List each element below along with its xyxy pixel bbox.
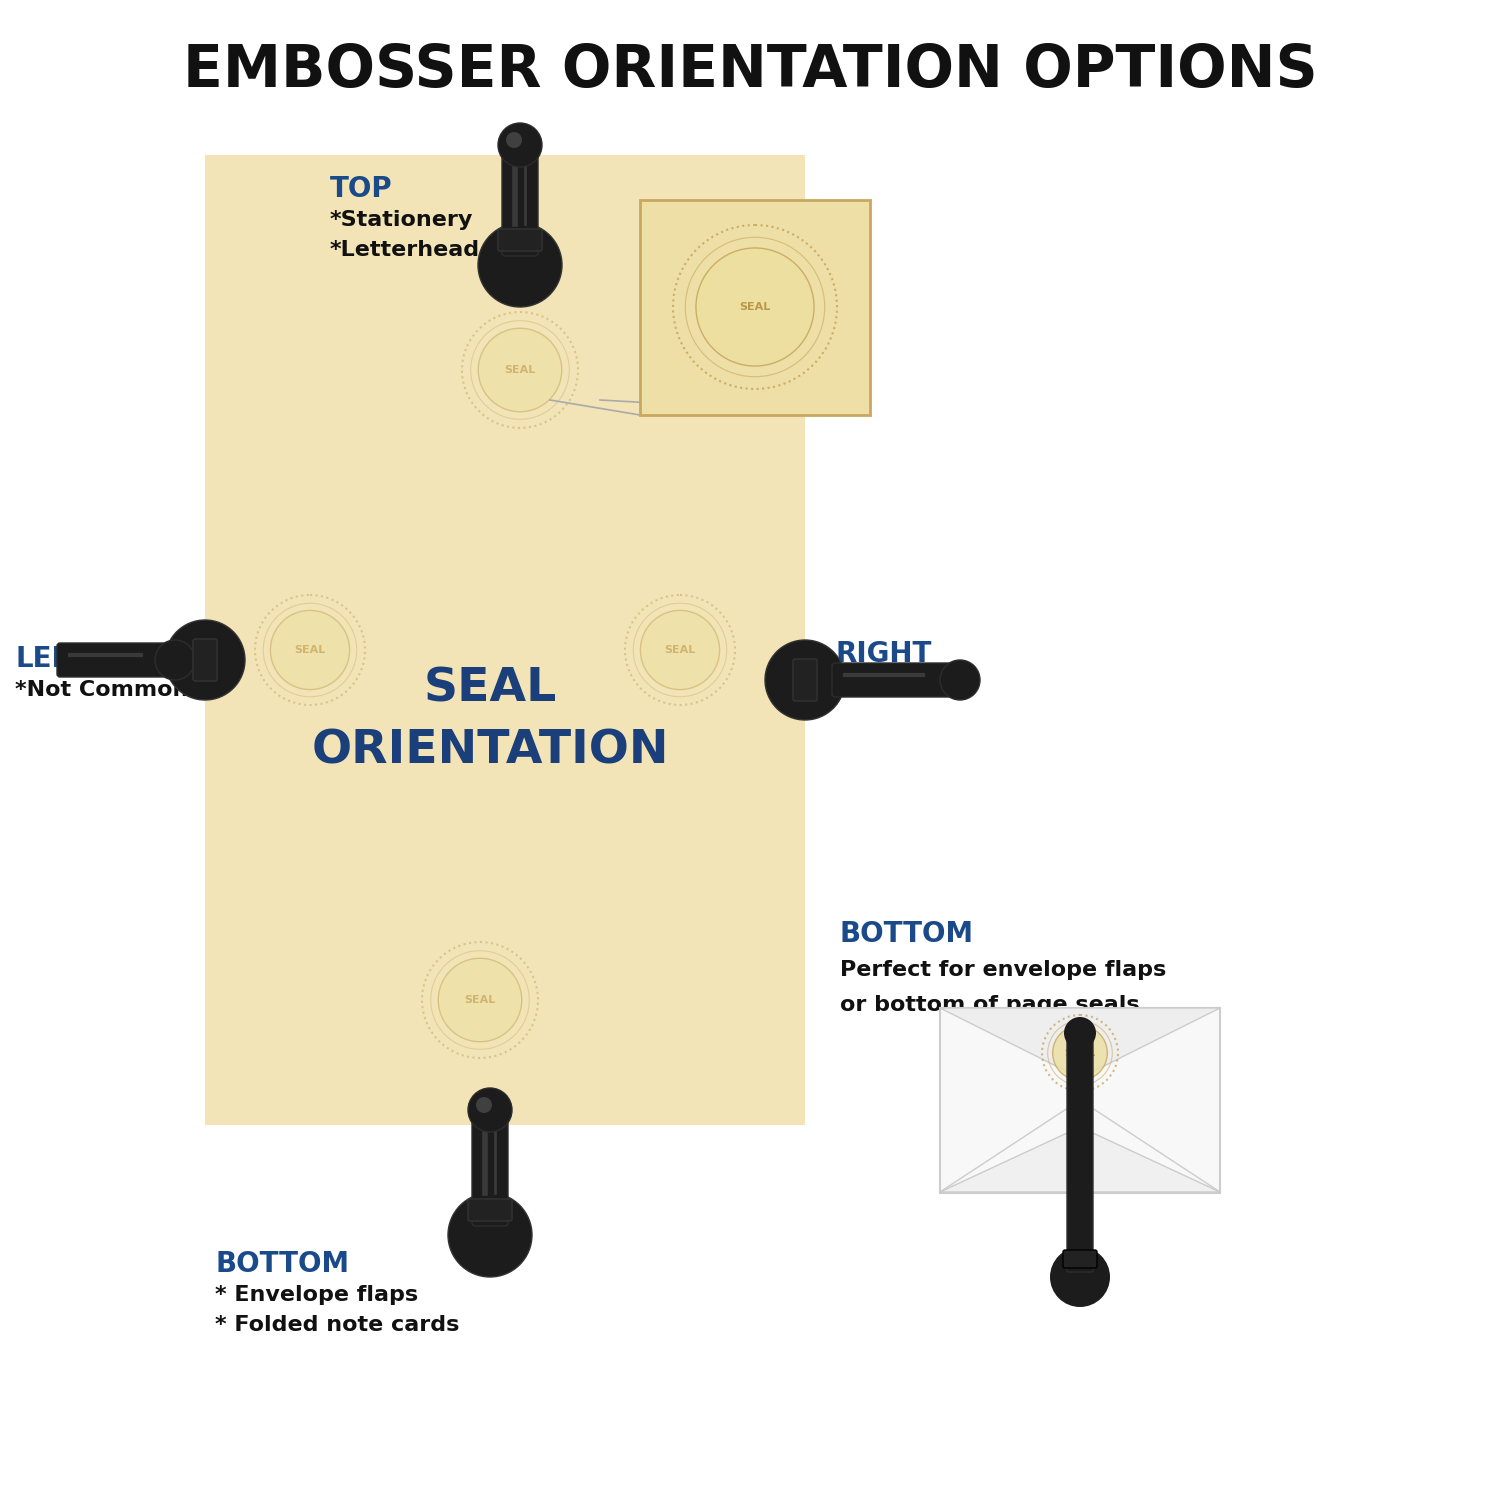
FancyBboxPatch shape bbox=[794, 658, 818, 700]
Text: or bottom of page seals: or bottom of page seals bbox=[840, 994, 1140, 1016]
Text: SEAL
ORIENTATION: SEAL ORIENTATION bbox=[312, 666, 669, 774]
Bar bbox=[640, 200, 870, 416]
Circle shape bbox=[165, 620, 244, 701]
Text: * Book page: * Book page bbox=[836, 675, 972, 694]
Text: *Stationery: *Stationery bbox=[330, 210, 474, 230]
Text: BOTTOM: BOTTOM bbox=[840, 920, 974, 948]
Text: *Not Common: *Not Common bbox=[15, 680, 189, 700]
Text: RIGHT: RIGHT bbox=[836, 640, 932, 668]
Circle shape bbox=[476, 1096, 492, 1113]
Circle shape bbox=[640, 610, 720, 690]
Circle shape bbox=[468, 1088, 512, 1132]
FancyBboxPatch shape bbox=[57, 644, 178, 676]
Circle shape bbox=[1053, 1026, 1107, 1080]
Text: Perfect for envelope flaps: Perfect for envelope flaps bbox=[840, 960, 1167, 980]
Text: * Folded note cards: * Folded note cards bbox=[214, 1316, 459, 1335]
Circle shape bbox=[498, 123, 542, 166]
Circle shape bbox=[765, 640, 844, 720]
Circle shape bbox=[940, 660, 980, 700]
Polygon shape bbox=[940, 1008, 1220, 1078]
Circle shape bbox=[448, 1192, 532, 1276]
Text: EMBOSSER ORIENTATION OPTIONS: EMBOSSER ORIENTATION OPTIONS bbox=[183, 42, 1317, 99]
Text: SEAL: SEAL bbox=[504, 364, 536, 375]
FancyBboxPatch shape bbox=[833, 663, 963, 698]
Circle shape bbox=[506, 132, 522, 148]
FancyBboxPatch shape bbox=[194, 639, 217, 681]
Circle shape bbox=[154, 640, 195, 680]
Circle shape bbox=[478, 224, 562, 308]
Text: TOP: TOP bbox=[330, 176, 393, 202]
Text: LEFT: LEFT bbox=[15, 645, 90, 674]
FancyBboxPatch shape bbox=[1064, 1250, 1096, 1268]
Text: SEAL: SEAL bbox=[465, 994, 495, 1005]
Circle shape bbox=[478, 328, 562, 412]
Text: * Envelope flaps: * Envelope flaps bbox=[214, 1286, 418, 1305]
Circle shape bbox=[696, 248, 814, 366]
Polygon shape bbox=[940, 1126, 1220, 1192]
FancyBboxPatch shape bbox=[472, 1102, 508, 1226]
Bar bbox=[206, 154, 806, 1125]
Circle shape bbox=[270, 610, 350, 690]
Circle shape bbox=[1064, 1017, 1096, 1048]
FancyBboxPatch shape bbox=[1066, 1030, 1094, 1272]
Circle shape bbox=[438, 958, 522, 1042]
Text: BOTTOM: BOTTOM bbox=[214, 1250, 350, 1278]
Text: *Letterhead: *Letterhead bbox=[330, 240, 480, 260]
Text: SEAL: SEAL bbox=[294, 645, 326, 656]
FancyBboxPatch shape bbox=[503, 136, 538, 256]
Text: SEAL: SEAL bbox=[664, 645, 696, 656]
Circle shape bbox=[1050, 1246, 1110, 1306]
FancyBboxPatch shape bbox=[468, 1198, 512, 1221]
Bar bbox=[940, 1008, 1220, 1192]
Text: SEAL: SEAL bbox=[1065, 1048, 1095, 1058]
FancyBboxPatch shape bbox=[498, 230, 542, 251]
Text: SEAL: SEAL bbox=[740, 302, 771, 312]
